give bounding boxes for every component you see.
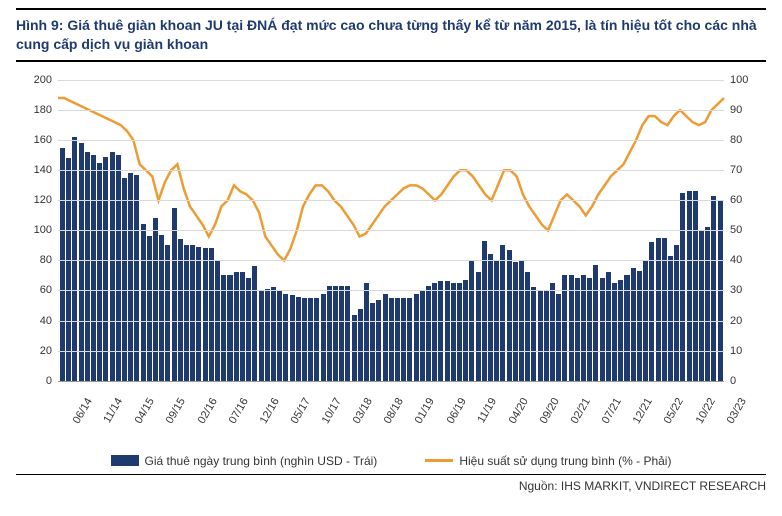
x-tick: 02/21 — [569, 396, 593, 426]
y-right-tick: 40 — [730, 254, 758, 266]
y-left-tick: 20 — [20, 345, 52, 357]
y-right-tick: 50 — [730, 224, 758, 236]
x-tick: 09/20 — [538, 396, 562, 426]
x-tick: 10/22 — [693, 396, 717, 426]
legend: Giá thuê ngày trung bình (nghìn USD - Tr… — [16, 454, 766, 468]
y-right-tick: 80 — [730, 134, 758, 146]
x-tick: 12/16 — [258, 396, 282, 426]
legend-line-label: Hiệu suất sử dụng trung bình (% - Phải) — [459, 454, 671, 468]
y-right-tick: 30 — [730, 284, 758, 296]
x-tick: 08/18 — [382, 396, 406, 426]
x-tick: 02/16 — [195, 396, 219, 426]
plot-area: 0204060801001201401601802000102030405060… — [58, 80, 724, 382]
chart-area: 0 20 40 60 80 100 120 140 160 180 200 0 10 20 30 40 50 60… — [16, 72, 766, 452]
line-swatch-icon — [425, 459, 453, 462]
y-right-tick: 100 — [730, 74, 758, 86]
y-left-tick: 160 — [20, 134, 52, 146]
y-left-tick: 200 — [20, 74, 52, 86]
x-tick: 04/15 — [133, 396, 157, 426]
x-tick: 10/17 — [320, 396, 344, 426]
y-left-tick: 100 — [20, 224, 52, 236]
y-left-tick: 80 — [20, 254, 52, 266]
chart-title: Hình 9: Giá thuê giàn khoan JU tại ĐNÁ đ… — [16, 16, 766, 54]
x-tick: 11/19 — [475, 396, 499, 425]
y-right-tick: 20 — [730, 315, 758, 327]
y-left-tick: 120 — [20, 194, 52, 206]
bar-swatch-icon — [111, 455, 139, 466]
y-left-tick: 40 — [20, 315, 52, 327]
legend-bar-label: Giá thuê ngày trung bình (nghìn USD - Tr… — [145, 454, 378, 468]
y-right-tick: 0 — [730, 375, 758, 387]
y-right-tick: 10 — [730, 345, 758, 357]
x-tick: 01/19 — [413, 396, 437, 426]
x-tick: 03/23 — [724, 396, 748, 426]
x-tick: 11/14 — [102, 396, 126, 425]
source-text: Nguồn: IHS MARKIT, VNDIRECT RESEARCH — [16, 474, 766, 493]
x-tick: 06/19 — [444, 396, 468, 426]
y-left-tick: 60 — [20, 284, 52, 296]
x-tick: 09/15 — [164, 396, 188, 426]
x-tick: 05/17 — [289, 396, 313, 426]
legend-line: Hiệu suất sử dụng trung bình (% - Phải) — [425, 454, 671, 468]
x-tick: 05/22 — [662, 396, 686, 426]
x-tick: 12/21 — [631, 396, 655, 426]
y-right-tick: 90 — [730, 104, 758, 116]
x-tick: 04/20 — [507, 396, 531, 426]
x-axis-labels: 06/14 11/14 04/15 09/15 02/16 07/16 12/16 05/17… — [58, 390, 724, 452]
chart-title-bar: Hình 9: Giá thuê giàn khoan JU tại ĐNÁ đ… — [16, 8, 766, 62]
y-left-tick: 0 — [20, 375, 52, 387]
x-tick: 07/21 — [600, 396, 624, 426]
y-left-tick: 140 — [20, 164, 52, 176]
legend-bar: Giá thuê ngày trung bình (nghìn USD - Tr… — [111, 454, 378, 468]
line-path — [58, 98, 724, 261]
y-left-tick: 180 — [20, 104, 52, 116]
x-tick: 03/18 — [351, 396, 375, 426]
y-right-tick: 60 — [730, 194, 758, 206]
x-tick: 07/16 — [226, 396, 250, 426]
x-tick: 06/14 — [71, 396, 95, 426]
y-right-tick: 70 — [730, 164, 758, 176]
